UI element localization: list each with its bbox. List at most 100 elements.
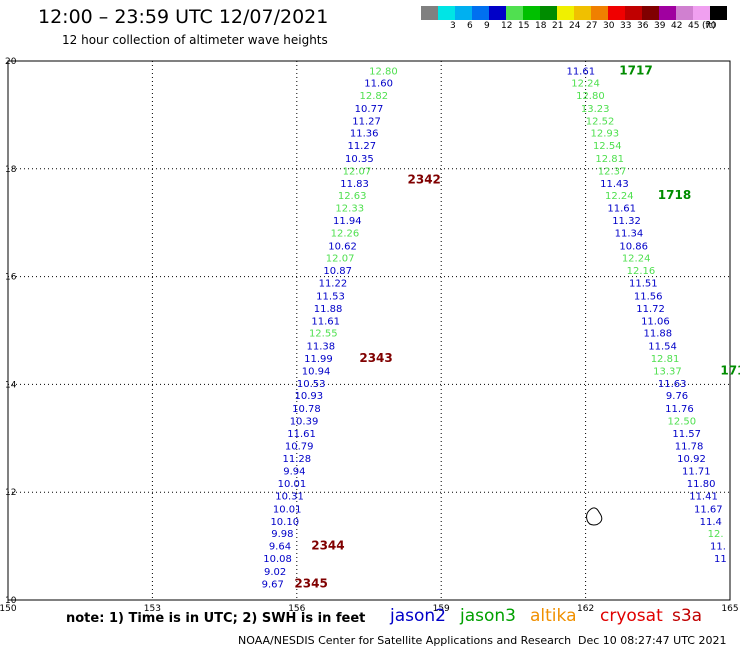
wave-height-point: 12.24 [571,79,600,90]
wave-height-point: 11.41 [689,491,718,502]
wave-height-point: 10.10 [270,517,299,528]
color-scale-label: 70 [705,21,717,31]
wave-height-point: 11.56 [634,291,663,302]
wave-height-point: 10.39 [290,417,319,428]
color-scale-label: 24 [569,21,581,31]
y-tick-label: 18 [5,165,17,175]
color-swatch [506,6,523,20]
wave-height-point: 11.80 [687,479,716,490]
x-tick-label: 159 [433,604,450,614]
color-scale-label: 39 [654,21,666,31]
footer-credit: NOAA/NESDIS Center for Satellite Applica… [238,634,572,647]
color-swatch [710,6,727,20]
satellite-label-cryosat: cryosat [600,606,663,626]
wave-height-point: 11.60 [364,79,393,90]
chart-title: 12:00 – 23:59 UTC 12/07/2021 [38,6,329,28]
time-label: 1719 [720,363,740,377]
color-scale-label: 3 [450,21,456,31]
wave-height-point: 12.24 [622,254,651,265]
wave-height-point: 10.53 [297,379,326,390]
time-label: 2344 [311,539,344,553]
wave-height-point: 12.37 [598,166,627,177]
wave-height-point: 10.62 [328,241,357,252]
color-scale-label: 36 [637,21,649,31]
y-tick-label: 14 [5,380,17,390]
wave-height-point: 10.79 [285,441,314,452]
wave-height-point: 11.53 [316,291,345,302]
wave-height-point: 10.93 [295,391,324,402]
wave-height-point: 10.01 [278,479,307,490]
wave-height-point: 9.64 [269,542,291,553]
wave-height-point: 11.36 [350,129,379,140]
color-swatch [659,6,676,20]
wave-height-point: 11.99 [304,354,333,365]
wave-height-point: 12.63 [338,191,367,202]
color-scale-label: 42 [671,21,683,31]
color-swatch [676,6,693,20]
time-label: 2342 [408,173,441,187]
color-scale-label: 18 [535,21,547,31]
wave-height-point: 11.61 [607,204,636,215]
time-label: 2345 [294,576,327,590]
wave-height-point: 9.98 [271,529,293,540]
wave-height-point: 11.61 [566,67,595,78]
wave-height-point: 11.61 [311,316,340,327]
y-tick-label: 16 [5,273,17,283]
chart-subtitle: 12 hour collection of altimeter wave hei… [62,33,328,47]
wave-height-point: 9.76 [666,391,688,402]
wave-height-point: 11.38 [307,342,336,353]
wave-height-point: 11.51 [629,279,658,290]
wave-height-point: 11.63 [658,379,687,390]
wave-height-point: 11.67 [694,504,723,515]
wave-height-point: 11.22 [319,279,348,290]
color-swatch [625,6,642,20]
y-tick-label: 10 [5,596,17,606]
y-tick-label: 12 [5,488,16,498]
wave-height-point: 12.07 [326,254,355,265]
color-swatch [523,6,540,20]
x-tick-label: 165 [721,604,738,614]
wave-height-point: 12.33 [335,204,364,215]
color-scale-label: 21 [552,21,564,31]
wave-height-point: 12.80 [576,91,605,102]
time-label: 2343 [359,351,392,365]
color-swatch [438,6,455,20]
color-swatch [557,6,574,20]
color-swatch [472,6,489,20]
wave-height-point: 9.02 [264,567,286,578]
wave-height-point: 10.35 [345,154,374,165]
wave-height-point: 12.54 [593,141,622,152]
color-scale-label: 27 [586,21,598,31]
wave-height-point: 13.37 [653,366,682,377]
wave-height-point: 11.4 [700,517,722,528]
color-scale-label: 30 [603,21,615,31]
wave-height-point: 10.78 [292,404,321,415]
satellite-label-s3a: s3a [672,606,703,626]
plot-frame [7,60,731,601]
wave-height-point: 11.32 [612,216,641,227]
wave-height-point: 10.08 [263,554,292,565]
wave-height-point: 11.34 [615,228,644,239]
color-scale-label: 9 [484,21,490,31]
color-scale-label: 15 [518,21,530,31]
color-scale-label: 6 [467,21,473,31]
color-swatch [455,6,472,20]
wave-height-point: 9.94 [283,467,305,478]
footer-note: note: 1) Time is in UTC; 2) SWH is in fe… [66,611,366,626]
color-swatch [693,6,710,20]
wave-height-point: 12.52 [586,116,615,127]
island-outline [586,507,603,526]
wave-height-point: 13.23 [581,104,610,115]
wave-height-point: 12.81 [651,354,680,365]
wave-height-point: 11.57 [672,429,701,440]
wave-height-point: 11.76 [665,404,694,415]
color-swatch [421,6,438,20]
wave-height-point: 10.01 [273,504,302,515]
wave-height-point: 11.71 [682,467,711,478]
color-scale-label: 12 [501,21,513,31]
color-swatch [574,6,591,20]
wave-height-point: 11.43 [600,179,629,190]
color-scale-label: 45 [688,21,700,31]
wave-height-point: 10.31 [275,491,304,502]
